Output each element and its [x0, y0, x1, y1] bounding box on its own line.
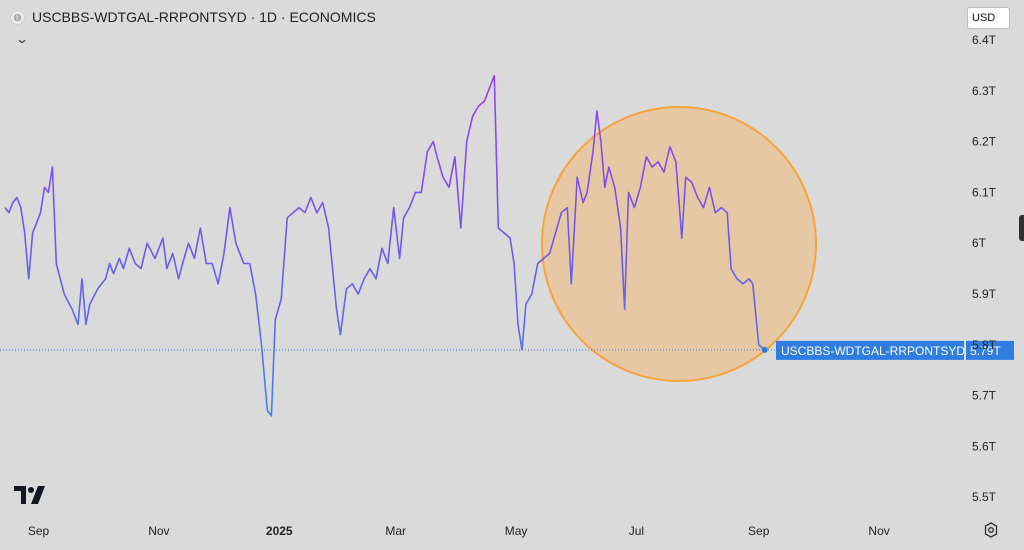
x-tick-label: Mar — [385, 524, 406, 538]
x-tick-label: Sep — [748, 524, 770, 538]
x-tick-label: Jul — [629, 524, 644, 538]
tradingview-logo-icon[interactable] — [14, 486, 46, 504]
x-tick-label: 2025 — [266, 524, 293, 538]
chart-header: ◍ USCBBS-WDTGAL-RRPONTSYD · 1D · ECONOMI… — [10, 9, 376, 25]
series-line[interactable] — [4, 74, 766, 417]
x-tick-label: May — [505, 524, 528, 538]
chevron-down-icon[interactable]: ⌄ — [14, 32, 30, 46]
x-tick-label: Sep — [28, 524, 50, 538]
chart-title: USCBBS-WDTGAL-RRPONTSYD · 1D · ECONOMICS — [32, 9, 376, 25]
y-tick-label: 6.1T — [972, 185, 997, 199]
y-tick-label: 5.5T — [972, 490, 997, 504]
symbol-logo-icon: ◍ — [10, 9, 25, 25]
y-tick-label: 6T — [972, 236, 987, 250]
x-tick-label: Nov — [148, 524, 169, 538]
x-tick-label: Nov — [868, 524, 889, 538]
gear-icon[interactable] — [983, 522, 999, 538]
last-value-point — [761, 346, 768, 353]
y-tick-label: 5.9T — [972, 287, 997, 301]
highlight-circle[interactable] — [541, 106, 817, 382]
y-tick-label: 5.6T — [972, 439, 997, 453]
price-tag — [966, 340, 1014, 360]
side-panel-handle[interactable] — [1019, 215, 1024, 241]
series-name-tag-label: USCBBS-WDTGAL-RRPONTSYD — [781, 344, 965, 358]
y-tick-label: 5.8T — [972, 338, 997, 352]
y-tick-label: 5.7T — [972, 389, 997, 403]
y-tick-label: 6.3T — [972, 84, 997, 98]
currency-selector[interactable]: USD — [967, 7, 1010, 29]
y-tick-label: 6.2T — [972, 135, 997, 149]
y-tick-label: 6.4T — [972, 33, 997, 47]
price-tag-label: 5.79T — [970, 344, 1001, 358]
series-name-tag — [776, 340, 964, 360]
